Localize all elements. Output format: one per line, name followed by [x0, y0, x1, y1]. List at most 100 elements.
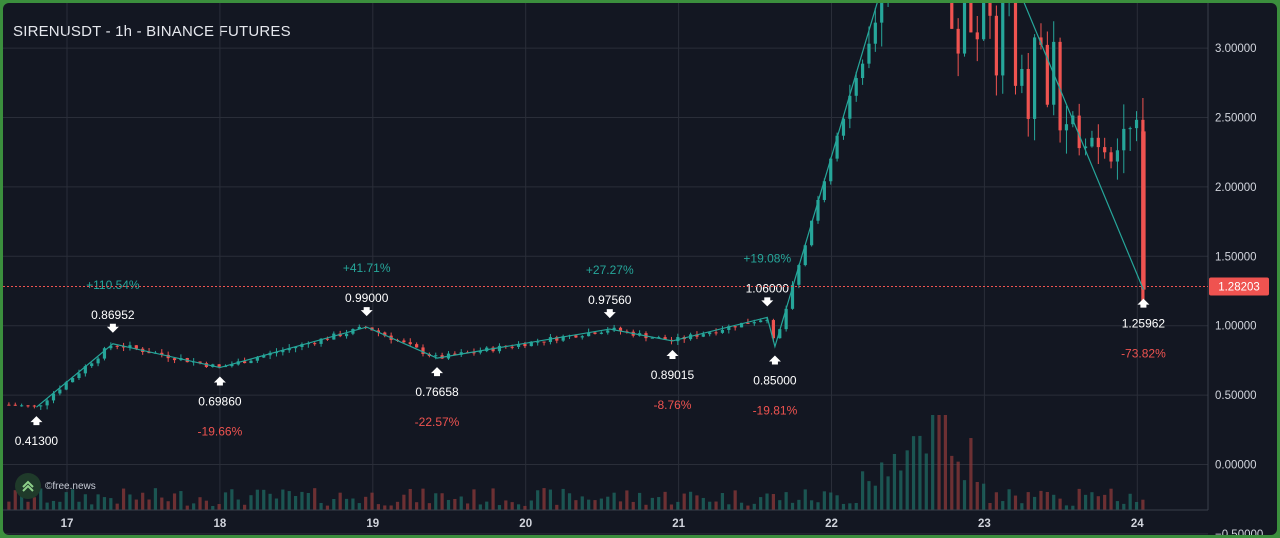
x-tick-label: 18 — [214, 518, 227, 530]
swing-price-label: 1.25962 — [1122, 317, 1166, 331]
volume-bar — [599, 498, 603, 510]
candle-body — [822, 181, 826, 200]
volume-bar — [1083, 494, 1088, 510]
candle-body — [988, 3, 992, 16]
axes: 6.500006.000005.500005.000004.500004.000… — [3, 3, 1269, 535]
candle-body — [510, 346, 514, 348]
candle-body — [536, 341, 540, 343]
volume-bar — [720, 492, 725, 510]
candle-body — [1122, 128, 1126, 151]
candle-body — [13, 404, 17, 406]
candle-body — [720, 329, 725, 333]
candle-body — [497, 345, 502, 352]
candle-body — [841, 118, 846, 136]
volume-bar — [1033, 496, 1037, 510]
volume-bar — [905, 450, 909, 510]
volume-bar — [829, 492, 833, 510]
candle-body — [523, 343, 527, 347]
volume-bar — [822, 491, 826, 510]
volume-bar — [657, 497, 661, 510]
candle-body — [20, 405, 24, 407]
volume-bar — [402, 494, 406, 510]
volume-bar — [255, 489, 259, 510]
candle-body — [829, 158, 833, 182]
volume-bar — [962, 480, 967, 510]
volume-bar — [268, 493, 272, 510]
candle-body — [408, 342, 412, 345]
candle-body — [1128, 128, 1132, 130]
swing-change-label: -8.76% — [653, 398, 691, 412]
volume-bar — [778, 500, 782, 510]
candle-body — [313, 343, 317, 345]
volume-bar — [51, 500, 56, 510]
volume-bar — [376, 504, 381, 510]
volume-bar — [816, 502, 820, 510]
volume-bar — [249, 495, 253, 510]
volume-bar — [727, 504, 731, 510]
candle-body — [376, 330, 381, 333]
volume-bar — [243, 504, 247, 510]
candle-body — [71, 378, 75, 383]
volume-bar — [281, 489, 285, 510]
candle-body — [790, 284, 795, 309]
volume-bar — [198, 497, 202, 510]
volume-bar — [625, 490, 629, 510]
arrow-up-icon — [1137, 298, 1150, 308]
swing-change-label: -19.81% — [753, 404, 798, 418]
volume-bar — [90, 504, 94, 510]
volume-bar — [408, 488, 412, 510]
volume-bar — [1103, 494, 1107, 510]
candle-body — [739, 322, 744, 328]
volume-bar — [153, 488, 158, 510]
candle-body — [848, 95, 852, 119]
candle-body — [752, 322, 756, 324]
grid — [3, 3, 1208, 535]
candle-body — [26, 405, 30, 407]
candle-body — [198, 361, 202, 364]
volume-bar — [1039, 490, 1043, 510]
x-tick-label: 21 — [672, 518, 685, 530]
candle-body — [39, 405, 43, 407]
x-tick-label: 23 — [978, 518, 991, 530]
volume-bar — [274, 498, 279, 510]
arrow-down-icon — [603, 309, 616, 319]
swing-change-label: +27.27% — [586, 263, 634, 277]
candle-body — [765, 320, 769, 322]
candle-body — [778, 329, 782, 339]
watermark: ©free.news — [15, 473, 96, 499]
volume-bar — [669, 504, 674, 510]
volume-bar — [841, 503, 846, 510]
volume-bar — [1128, 493, 1132, 510]
candle-body — [708, 332, 712, 335]
volume-bar — [20, 491, 24, 510]
volume-bar — [26, 501, 30, 510]
arrow-up-icon — [768, 355, 781, 365]
volume-bar — [128, 494, 132, 510]
candle-body — [657, 337, 661, 339]
volume-bar — [612, 492, 616, 510]
volume-bar — [300, 491, 304, 510]
volume-bar — [587, 499, 591, 510]
volume-bar — [478, 504, 482, 510]
volume-bar — [134, 499, 138, 510]
volume-bar — [631, 501, 635, 510]
candle-body — [873, 22, 877, 44]
candle-body — [1090, 137, 1094, 147]
volume-bar — [593, 500, 597, 510]
candlestick-chart[interactable]: 0.41300 0.86952 +110.54% 0.69860 -19.66% 0.99… — [3, 3, 1277, 535]
candle-body — [746, 322, 750, 324]
zigzag-line — [36, 3, 1144, 408]
volume-bar — [714, 501, 718, 510]
swing-price-label: 0.69860 — [198, 395, 242, 409]
volume-bar — [313, 488, 317, 510]
volume-bar — [937, 415, 941, 510]
volume-bar — [510, 502, 514, 510]
volume-bar — [293, 496, 298, 510]
candle-body — [281, 350, 285, 353]
swing-price-label: 1.06000 — [746, 281, 790, 295]
volume-bar — [956, 461, 960, 510]
volume-bar — [810, 500, 814, 510]
candle-body — [529, 341, 533, 347]
candle-body — [650, 337, 654, 339]
candle-body — [950, 3, 954, 29]
